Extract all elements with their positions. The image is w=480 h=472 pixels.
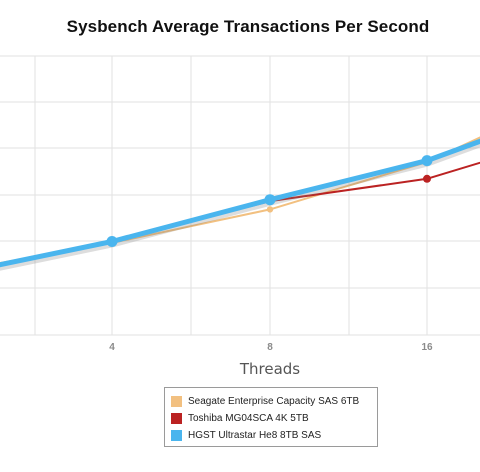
x-tick-label-16: 16 [421,342,433,353]
data-point-2-1 [106,236,118,247]
legend-label-0: Seagate Enterprise Capacity SAS 6TB [188,396,360,407]
legend-item-1: Toshiba MG04SCA 4K 5TB [171,410,377,427]
x-axis-label: Threads [239,360,300,378]
legend-swatch-2 [171,430,182,441]
legend-swatch-0 [171,396,182,407]
data-point-1-3 [423,174,431,183]
series-line-2 [0,138,480,268]
gridlines [0,55,480,336]
x-tick-label-4: 4 [109,342,115,353]
series-line-0 [0,136,480,265]
legend-swatch-1 [171,413,182,424]
x-tick-label-8: 8 [267,342,273,353]
data-point-0-2 [266,206,274,213]
data-point-2-3 [421,155,433,167]
legend-item-0: Seagate Enterprise Capacity SAS 6TB [171,393,377,410]
legend-item-2: HGST Ultrastar He8 8TB SAS [171,427,377,444]
chart-title: Sysbench Average Transactions Per Second [66,17,430,36]
x-tick-labels: 4 8 16 [109,342,433,353]
legend-label-1: Toshiba MG04SCA 4K 5TB [188,413,309,424]
series-0 [0,136,480,265]
chart-legend: Seagate Enterprise Capacity SAS 6TB Toshi… [164,387,378,447]
series-2 [0,138,480,271]
data-point-2-2 [264,194,276,206]
legend-label-2: HGST Ultrastar He8 8TB SAS [188,430,322,441]
